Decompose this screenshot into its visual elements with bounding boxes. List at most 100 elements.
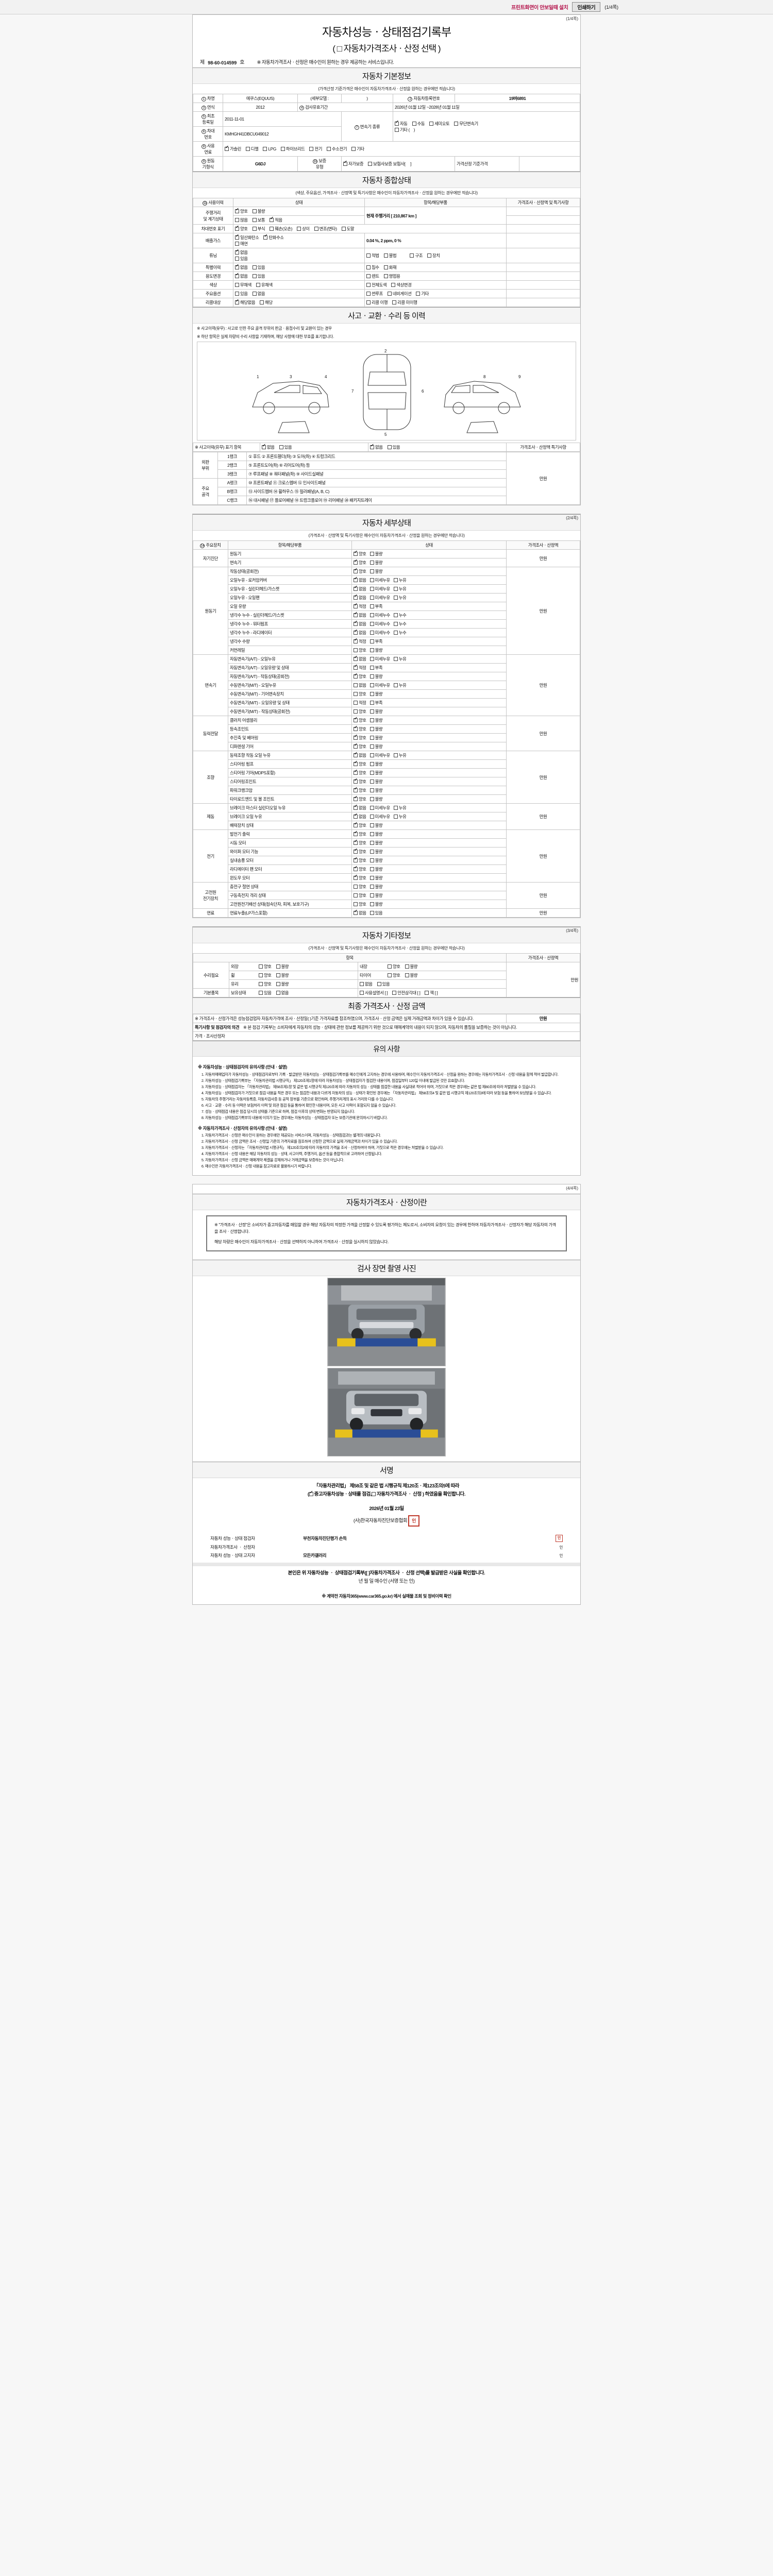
checkbox-d1-5-2[interactable]: 누수 <box>393 612 407 618</box>
checkbox-d2-3-2[interactable]: 누유 <box>393 682 407 688</box>
checkbox-manual[interactable]: 사용설명서 [ ] <box>360 990 388 996</box>
checkbox-d7-0-1[interactable]: 불량 <box>369 884 383 890</box>
checkbox-d1-2-2[interactable]: 누유 <box>393 586 407 592</box>
checkbox-accident-yes[interactable]: 있음 <box>279 444 292 450</box>
checkbox-d7-1-0[interactable]: 양호 <box>354 892 366 899</box>
checkbox-d1-7-0[interactable]: 없음 <box>354 629 366 636</box>
checkbox-d2-6-0[interactable]: 양호 <box>354 708 366 715</box>
install-notice-link[interactable]: 프린트화면이 안보일때 설치 <box>511 5 568 11</box>
checkbox-d6-4-0[interactable]: 양호 <box>354 866 366 872</box>
checkbox-vin-altered[interactable]: 변조(변타) <box>314 226 337 232</box>
checkbox-d0-1-0[interactable]: 양호 <box>354 559 366 566</box>
checkbox-d1-3-1[interactable]: 미세누유 <box>369 595 390 601</box>
checkbox-option-none[interactable]: 없음 <box>252 291 265 297</box>
checkbox-d1-6-1[interactable]: 미세누수 <box>369 621 390 627</box>
checkbox-d5-1-1[interactable]: 미세누유 <box>369 814 390 820</box>
checkbox-d5-2-1[interactable]: 불량 <box>369 822 383 828</box>
checkbox-special-flood[interactable]: 침수 <box>366 264 379 270</box>
checkbox-d2-0-0[interactable]: 없음 <box>354 655 366 662</box>
checkbox-recall-na[interactable]: 해당없음 <box>235 299 256 306</box>
checkbox-d1-9-0[interactable]: 양호 <box>354 647 366 653</box>
checkbox-d6-2-1[interactable]: 불량 <box>369 849 383 855</box>
checkbox-color-chromatic[interactable]: 유채색 <box>256 282 273 288</box>
checkbox-d1-3-2[interactable]: 누유 <box>393 595 407 601</box>
checkbox-d1-8-0[interactable]: 적정 <box>354 638 366 645</box>
checkbox-d2-4-1[interactable]: 불량 <box>369 691 383 697</box>
checkbox-tuning-legal[interactable]: 적법 <box>366 252 379 259</box>
checkbox-d1-3-0[interactable]: 없음 <box>354 594 366 601</box>
checkbox-vin-corrosion[interactable]: 부식 <box>252 226 265 232</box>
checkbox-d2-2-0[interactable]: 양호 <box>354 673 366 680</box>
checkbox-d3-0-1[interactable]: 불량 <box>369 717 383 723</box>
checkbox-fuel-other[interactable]: 기타 <box>351 146 364 152</box>
checkbox-d3-1-0[interactable]: 양호 <box>354 725 366 732</box>
checkbox-d4-0-2[interactable]: 누유 <box>393 752 407 758</box>
checkbox-d0-1-1[interactable]: 불량 <box>369 560 383 566</box>
checkbox-d8-0-0[interactable]: 없음 <box>354 909 366 916</box>
checkbox-option-yes[interactable]: 있음 <box>235 291 248 297</box>
checkbox-special-fire[interactable]: 화재 <box>383 264 397 270</box>
checkbox-recall-done[interactable]: 리콜 이행 <box>366 299 388 306</box>
checkbox-hold-yes[interactable]: 있음 <box>258 990 272 996</box>
checkbox-d1-2-0[interactable]: 없음 <box>354 585 366 592</box>
checkbox-d6-3-1[interactable]: 불량 <box>369 857 383 863</box>
checkbox-d5-0-1[interactable]: 미세누유 <box>369 805 390 811</box>
checkbox-d7-1-1[interactable]: 불량 <box>369 892 383 899</box>
checkbox-vin-good[interactable]: 양호 <box>235 225 248 232</box>
checkbox-d5-0-2[interactable]: 누유 <box>393 805 407 811</box>
print-button[interactable]: 인쇄하기 <box>572 2 601 12</box>
checkbox-special-none[interactable]: 없음 <box>235 264 248 270</box>
checkbox-d3-0-0[interactable]: 양호 <box>354 717 366 723</box>
checkbox-fuel-diesel[interactable]: 디젤 <box>245 146 259 152</box>
checkbox-d4-1-1[interactable]: 불량 <box>369 761 383 767</box>
checkbox-recall-yes[interactable]: 해당 <box>260 299 273 306</box>
checkbox-trans-cvt[interactable]: 무단변속기 <box>454 121 478 127</box>
checkbox-trans-other[interactable]: 기타 ( ) <box>395 127 415 133</box>
checkbox-option-other[interactable]: 기타 <box>416 291 429 297</box>
checkbox-tuning-yes[interactable]: 있음 <box>235 256 248 262</box>
checkbox-d2-2-1[interactable]: 불량 <box>369 673 383 680</box>
checkbox-d2-0-2[interactable]: 누유 <box>393 656 407 662</box>
checkbox-d2-1-0[interactable]: 적정 <box>354 664 366 671</box>
checkbox-d1-7-2[interactable]: 누수 <box>393 630 407 636</box>
checkbox-d2-6-1[interactable]: 불량 <box>369 708 383 715</box>
checkbox-d5-2-0[interactable]: 양호 <box>354 822 366 828</box>
checkbox-color-full-paint[interactable]: 전체도색 <box>366 282 387 288</box>
checkbox-d1-1-2[interactable]: 누유 <box>393 577 407 583</box>
checkbox-d6-1-1[interactable]: 불량 <box>369 840 383 846</box>
checkbox-d4-5-0[interactable]: 양호 <box>354 795 366 802</box>
checkbox-emission-hc[interactable]: 탄화수소 <box>263 234 284 241</box>
checkbox-accident-none[interactable]: 없음 <box>262 444 275 450</box>
checkbox-exterior-bad[interactable]: 불량 <box>276 963 289 970</box>
checkbox-d0-0-0[interactable]: 양호 <box>354 550 366 557</box>
checkbox-d5-1-2[interactable]: 누유 <box>393 814 407 820</box>
checkbox-special-yes[interactable]: 있음 <box>252 264 265 270</box>
checkbox-acc-1[interactable]: 없음 <box>360 981 373 987</box>
checkbox-emission-co[interactable]: 일산화탄소 <box>235 234 259 241</box>
checkbox-glass-good[interactable]: 양호 <box>258 981 272 987</box>
checkbox-tuning-structure[interactable]: 구조 <box>410 252 423 259</box>
checkbox-d6-0-0[interactable]: 양호 <box>354 831 366 837</box>
checkbox-d4-2-0[interactable]: 양호 <box>354 769 366 776</box>
checkbox-trans-semiauto[interactable]: 세미오토 <box>429 121 450 127</box>
checkbox-simple-none[interactable]: 없음 <box>370 444 383 450</box>
checkbox-d2-3-0[interactable]: 없음 <box>354 682 366 688</box>
checkbox-fuel-hybrid[interactable]: 하이브리드 <box>280 146 305 152</box>
checkbox-tuning-none[interactable]: 없음 <box>235 249 248 256</box>
checkbox-d4-4-0[interactable]: 양호 <box>354 787 366 793</box>
checkbox-d6-1-0[interactable]: 양호 <box>354 839 366 846</box>
checkbox-usechange-commercial[interactable]: 영업용 <box>383 273 400 279</box>
checkbox-d1-6-0[interactable]: 없음 <box>354 620 366 627</box>
checkbox-d2-4-0[interactable]: 양호 <box>354 691 366 697</box>
checkbox-trans-auto[interactable]: 자동 <box>395 120 408 127</box>
checkbox-usechange-yes[interactable]: 있음 <box>252 273 265 279</box>
checkbox-d1-5-1[interactable]: 미세누수 <box>369 612 390 618</box>
checkbox-glass-bad[interactable]: 불량 <box>276 981 289 987</box>
checkbox-mileage-few[interactable]: 적음 <box>270 216 282 223</box>
checkbox-mileage-normal[interactable]: 보통 <box>252 217 265 223</box>
checkbox-color-changed[interactable]: 색상변경 <box>391 282 412 288</box>
checkbox-d2-3-1[interactable]: 미세누유 <box>369 682 390 688</box>
checkbox-simple-yes[interactable]: 있음 <box>387 444 400 450</box>
checkbox-d1-7-1[interactable]: 미세누수 <box>369 630 390 636</box>
checkbox-option-sunroof[interactable]: 썬루프 <box>366 291 383 297</box>
